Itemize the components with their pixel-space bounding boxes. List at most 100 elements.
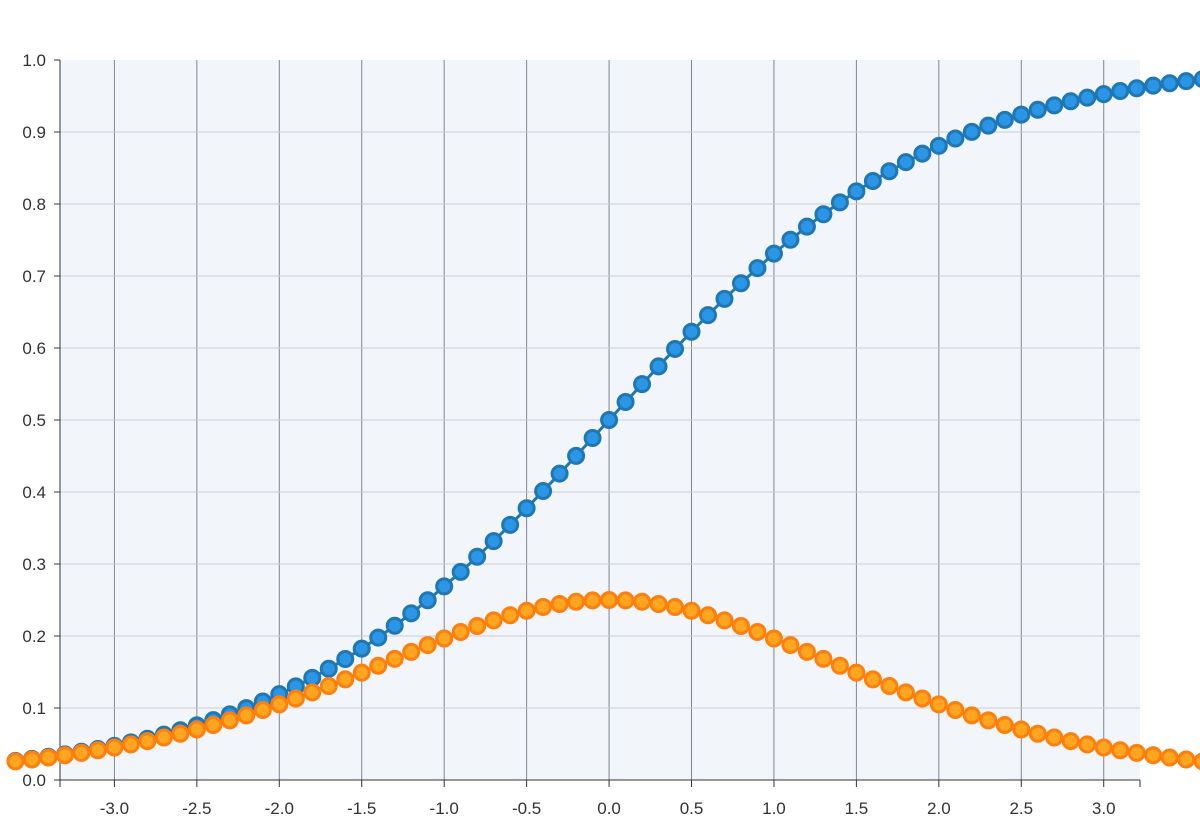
- series-2-point: [22, 750, 41, 769]
- series-2-point: [666, 597, 685, 616]
- series-1-point: [435, 577, 454, 596]
- series-1-point: [303, 668, 322, 687]
- series-2-point: [220, 711, 239, 730]
- series-2-point: [715, 611, 734, 630]
- series-2-point: [237, 706, 256, 725]
- series-2-point: [699, 606, 717, 625]
- series-2-point: [1127, 743, 1146, 762]
- series-1-point: [369, 628, 388, 647]
- series-1-point: [781, 230, 800, 249]
- series-2-point: [1160, 748, 1179, 767]
- series-2-point: [369, 656, 388, 675]
- series-2-point: [451, 623, 470, 642]
- series-1-point: [385, 616, 404, 635]
- series-1-point: [418, 591, 437, 610]
- series-1-point: [814, 205, 833, 224]
- series-2-point: [270, 695, 289, 714]
- x-tick-label: -2.0: [265, 799, 294, 818]
- series-1-point: [979, 116, 998, 135]
- series-1-point: [319, 659, 338, 678]
- series-2-point: [105, 738, 124, 757]
- series-2-point: [863, 670, 882, 689]
- series-2-point: [979, 711, 998, 730]
- series-2-point: [39, 748, 58, 767]
- series-1-point: [715, 289, 734, 308]
- series-1-point: [731, 274, 750, 293]
- series-2-point: [319, 676, 338, 695]
- series-1-point: [699, 306, 717, 325]
- series-1-point: [336, 650, 355, 669]
- series-1-point: [1012, 105, 1031, 124]
- series-1-point: [1061, 92, 1080, 111]
- series-2-point: [187, 720, 206, 739]
- y-tick-label: 1.0: [22, 51, 46, 70]
- series-2-point: [55, 746, 74, 765]
- series-1-point: [764, 244, 783, 263]
- x-tick-label: 1.0: [762, 799, 786, 818]
- x-tick-label: -1.5: [347, 799, 376, 818]
- series-2-point: [1078, 735, 1097, 754]
- y-tick-label: 0.8: [22, 195, 46, 214]
- y-tick-label: 0.1: [22, 699, 46, 718]
- series-1-point: [1111, 82, 1130, 101]
- series-2-point: [797, 642, 816, 661]
- y-tick-label: 0.3: [22, 555, 46, 574]
- series-2-point: [1193, 752, 1200, 770]
- series-2-point: [1012, 720, 1031, 739]
- series-2-point: [764, 629, 783, 648]
- y-gridlines: [60, 131, 1140, 709]
- y-tick-label: 0.7: [22, 267, 46, 286]
- x-tick-label: 0.5: [680, 799, 704, 818]
- series-1-point: [1094, 85, 1113, 104]
- series-2-point: [435, 629, 454, 648]
- series-1-point: [1160, 74, 1179, 93]
- series-1-point: [913, 144, 932, 163]
- series-1-point: [1177, 72, 1196, 91]
- series-2-point: [682, 601, 701, 620]
- series-1-point: [616, 393, 635, 411]
- series-2-point: [138, 732, 157, 751]
- x-tick-label: 2.0: [927, 799, 951, 818]
- series-2-point: [1045, 728, 1064, 747]
- series-2-point: [484, 611, 503, 630]
- series-1-point: [402, 604, 421, 623]
- series-1-point: [583, 429, 602, 447]
- y-tick-label: 0.2: [22, 627, 46, 646]
- y-tick-label: 0.6: [22, 339, 46, 358]
- series-2-point: [814, 649, 833, 668]
- series-2-point: [204, 716, 223, 735]
- x-tick-label: -1.0: [430, 799, 459, 818]
- series-1-point: [666, 339, 685, 358]
- series-1-point: [649, 357, 668, 376]
- series-2-point: [1144, 746, 1163, 765]
- series-1-point: [1028, 100, 1047, 119]
- series-1-point: [1045, 96, 1064, 115]
- series-1-point: [830, 193, 849, 212]
- series-2-point: [154, 728, 173, 747]
- series-2-point: [171, 724, 190, 743]
- series-2-point: [731, 616, 750, 635]
- x-tick-label: 0.0: [597, 799, 621, 818]
- series-1-point: [468, 547, 487, 566]
- series-2-point: [336, 670, 355, 689]
- y-axis-ticks: 0.0 0.1 0.2 0.3 0.4 0.5 0.6 0.7 0.8 0.9 1.0: [22, 51, 60, 790]
- series-layer: [6, 70, 1200, 771]
- series-1-point: [567, 446, 586, 465]
- series-2-point: [583, 591, 602, 610]
- series-1-point: [748, 259, 767, 278]
- series-2-point: [1177, 750, 1196, 769]
- series-1-point: [484, 532, 503, 551]
- series-1-point: [995, 110, 1014, 129]
- series-2-point: [880, 676, 899, 695]
- series-2-point: [534, 597, 553, 616]
- series-2-point: [600, 591, 619, 609]
- series-2-point: [253, 701, 272, 720]
- series-2-point: [995, 716, 1014, 735]
- series-2-point: [616, 591, 635, 610]
- series-2-point: [1094, 738, 1113, 757]
- series-2-point: [121, 735, 140, 754]
- series-2-point: [468, 616, 487, 635]
- series-2-point: [633, 592, 652, 611]
- series-2-point: [830, 656, 849, 675]
